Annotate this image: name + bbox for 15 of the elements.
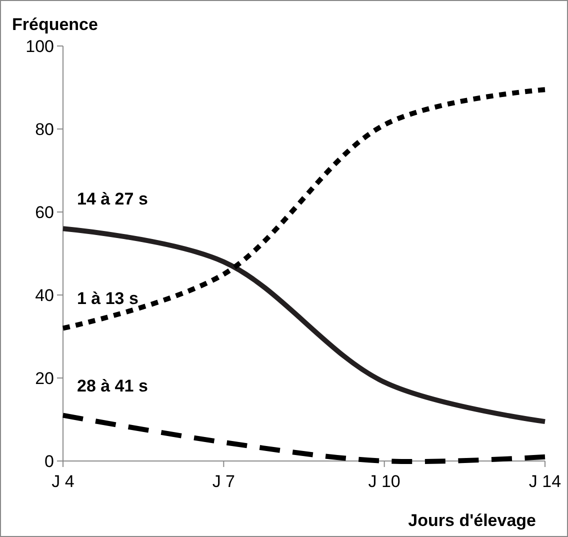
y-tick-label: 0: [44, 452, 54, 471]
x-tick-label: J 14: [528, 472, 562, 491]
y-axis-title: Fréquence: [12, 15, 98, 34]
y-tick-label: 80: [35, 120, 54, 139]
x-tick-label: J 7: [212, 472, 236, 491]
y-tick-label: 100: [26, 36, 54, 56]
series-label: 1 à 13 s: [77, 289, 138, 308]
series-label: 14 à 27 s: [77, 190, 148, 209]
y-tick-label: 60: [35, 202, 54, 222]
x-axis-title: Jours d'élevage: [408, 511, 536, 530]
x-tick-label: J 4: [52, 472, 74, 491]
x-tick-label: J 10: [368, 472, 400, 491]
series-label: 28 à 41 s: [77, 376, 148, 396]
y-tick-label: 40: [35, 286, 54, 305]
y-tick-label: 20: [35, 368, 54, 388]
